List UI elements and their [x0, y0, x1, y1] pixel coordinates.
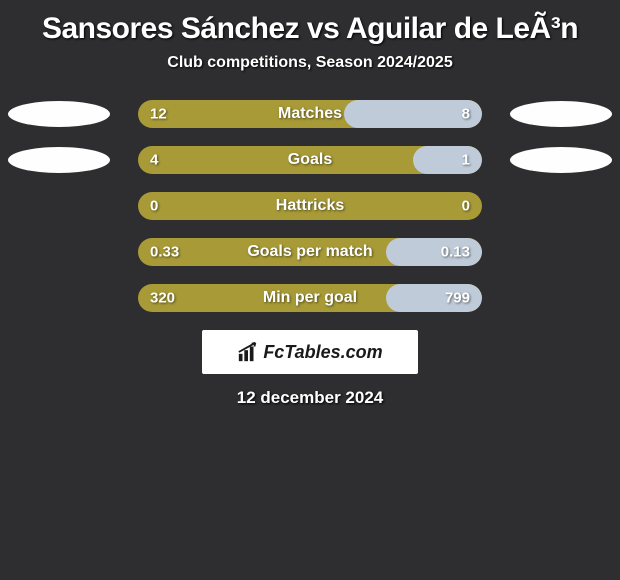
stat-value-left: 320	[150, 290, 175, 307]
player-photo-left	[8, 101, 110, 127]
bar-chart-icon	[237, 341, 259, 363]
subtitle: Club competitions, Season 2024/2025	[0, 54, 620, 72]
stat-row: 0.33 Goals per match 0.13	[0, 238, 620, 266]
stat-label: Min per goal	[263, 289, 357, 307]
stat-bar: 320 Min per goal 799	[138, 284, 482, 312]
player-photo-right	[510, 101, 612, 127]
page-title: Sansores Sánchez vs Aguilar de LeÃ³n	[0, 8, 620, 54]
stat-value-left: 0	[150, 198, 158, 215]
stat-value-left: 4	[150, 152, 158, 169]
stat-value-left: 12	[150, 106, 167, 123]
player-photo-right	[510, 147, 612, 173]
stat-row: 0 Hattricks 0	[0, 192, 620, 220]
stat-label: Matches	[278, 105, 342, 123]
branding-inner: FcTables.com	[237, 341, 382, 363]
stat-value-right: 0.13	[441, 244, 470, 261]
stat-bar-fill-right	[413, 146, 482, 174]
stats-region: 12 Matches 8 4 Goals 1 0 Hattricks 0 0.33 Goals pe…	[0, 100, 620, 312]
stat-value-right: 1	[462, 152, 470, 169]
stat-label: Goals	[288, 151, 332, 169]
stat-value-left: 0.33	[150, 244, 179, 261]
branding-text: FcTables.com	[263, 342, 382, 363]
stat-bar: 4 Goals 1	[138, 146, 482, 174]
stat-row: 12 Matches 8	[0, 100, 620, 128]
stat-bar: 12 Matches 8	[138, 100, 482, 128]
stat-row: 4 Goals 1	[0, 146, 620, 174]
player-photo-left	[8, 147, 110, 173]
stat-bar: 0.33 Goals per match 0.13	[138, 238, 482, 266]
stat-value-right: 0	[462, 198, 470, 215]
stat-row: 320 Min per goal 799	[0, 284, 620, 312]
stat-value-right: 799	[445, 290, 470, 307]
stat-bar: 0 Hattricks 0	[138, 192, 482, 220]
stat-label: Hattricks	[276, 197, 344, 215]
date-text: 12 december 2024	[0, 388, 620, 408]
stat-value-right: 8	[462, 106, 470, 123]
branding-badge[interactable]: FcTables.com	[202, 330, 418, 374]
stat-label: Goals per match	[247, 243, 372, 261]
comparison-chart: Sansores Sánchez vs Aguilar de LeÃ³n Clu…	[0, 0, 620, 408]
